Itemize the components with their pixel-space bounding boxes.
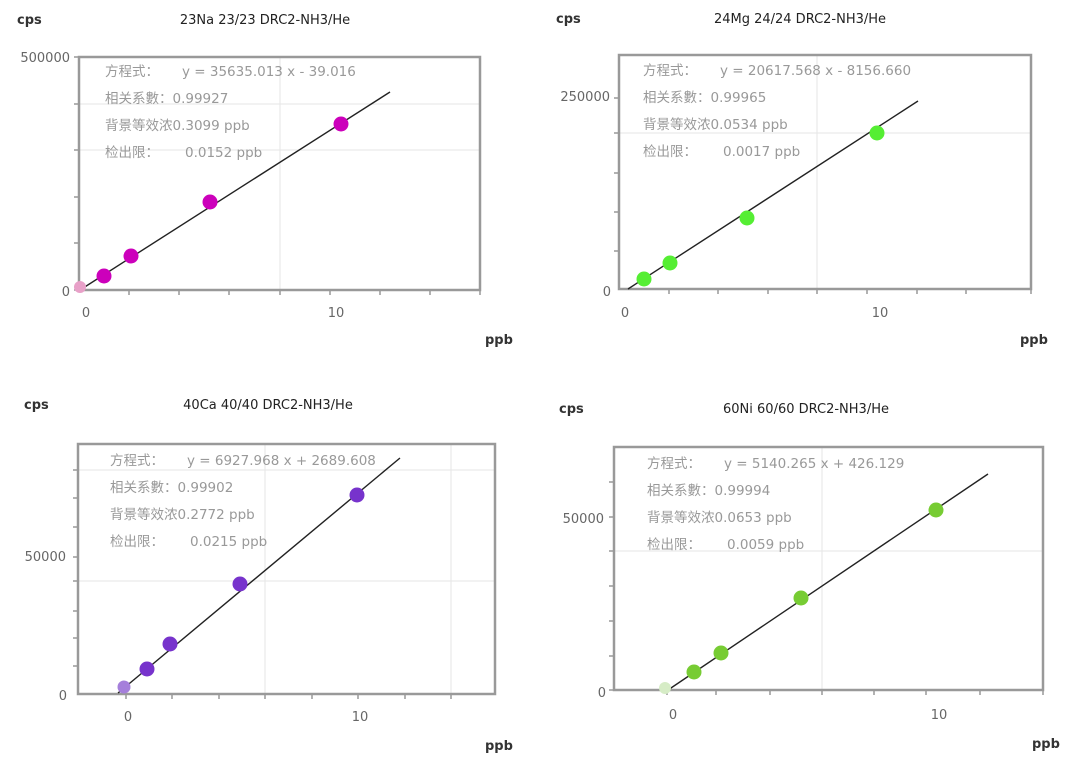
data-points [117,487,365,694]
fit-stats: 方程式： y = 20617.568 x - 8156.660 相关系數： 0.99… [643,63,912,160]
plot-frame [76,442,497,696]
y-tick-label: 250000 [560,90,610,105]
x-unit-label: ppb [1020,333,1048,348]
x-tick-label: 0 [620,306,630,321]
x-tick-label: 10 [327,306,345,321]
y-tick-label: 50000 [562,512,604,527]
data-points [636,125,885,287]
data-points [659,502,944,694]
x-unit-label: ppb [1032,737,1060,752]
y-unit-label: cps [17,13,42,28]
ticks [74,56,481,295]
x-tick-label: 10 [930,708,948,723]
y-tick-label: 0 [61,285,70,300]
chart-title: 23Na 23/23 DRC2-NH3/He [179,13,351,28]
x-tick-label: 0 [123,710,133,725]
y-unit-label: cps [24,398,49,413]
plot-frame [612,445,1045,692]
y-unit-label: cps [556,12,581,27]
ticks [609,481,1044,695]
plot-frame [617,53,1033,291]
x-tick-label: 10 [871,306,889,321]
x-unit-label: ppb [485,333,513,348]
chart-title: 40Ca 40/40 DRC2-NH3/He [183,398,353,413]
y-tick-label: 0 [58,689,67,704]
x-tick-label: 0 [668,708,678,723]
x-unit-label: ppb [485,739,513,754]
fit-stats: 方程式： y = 5140.265 x + 426.129 相关系數： 0.9999… [647,456,905,553]
ticks [614,97,1032,294]
y-tick-label: 50000 [24,550,66,565]
chart-title: 60Ni 60/60 DRC2-NH3/He [723,402,889,417]
fit-stats: 方程式： y = 35635.013 x - 39.016 相关系數： 0.9992… [105,64,356,161]
y-tick-label: 0 [597,686,606,701]
x-tick-label: 0 [81,306,91,321]
y-tick-label: 500000 [20,51,70,66]
chart-title: 24Mg 24/24 DRC2-NH3/He [713,12,887,27]
x-tick-label: 10 [351,710,369,725]
ticks [73,469,452,699]
y-unit-label: cps [559,402,584,417]
y-tick-label: 0 [602,285,611,300]
fit-stats: 方程式： y = 6927.968 x + 2689.608 相关系數： 0.999… [110,453,376,550]
data-points [74,116,349,293]
